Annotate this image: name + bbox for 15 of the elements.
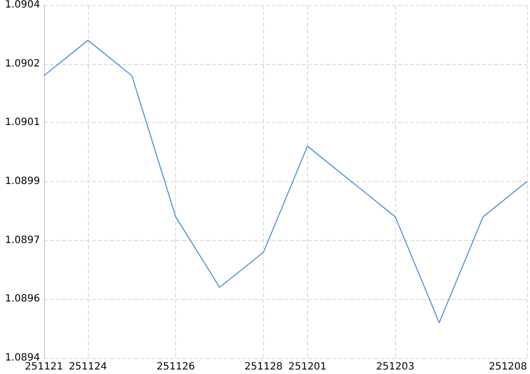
x-tick-label: 251203	[376, 362, 414, 372]
x-tick-label: 251124	[68, 362, 108, 372]
x-tick-label: 251121	[24, 362, 64, 372]
x-tick-label: 251128	[244, 362, 283, 372]
x-tick-label: 251126	[156, 362, 195, 372]
y-tick-label: 1.0904	[5, 0, 40, 10]
y-tick-label: 1.0896	[5, 294, 40, 305]
y-tick-label: 1.0901	[5, 117, 40, 128]
x-tick-label: 251201	[288, 362, 327, 372]
line-series	[44, 40, 528, 324]
y-tick-label: 1.0894	[5, 352, 40, 364]
y-tick-label: 1.0902	[5, 58, 40, 70]
y-tick-label: 1.0899	[5, 176, 40, 187]
y-tick-label: 1.0897	[5, 234, 40, 246]
x-tick-label: 251208	[488, 362, 527, 372]
